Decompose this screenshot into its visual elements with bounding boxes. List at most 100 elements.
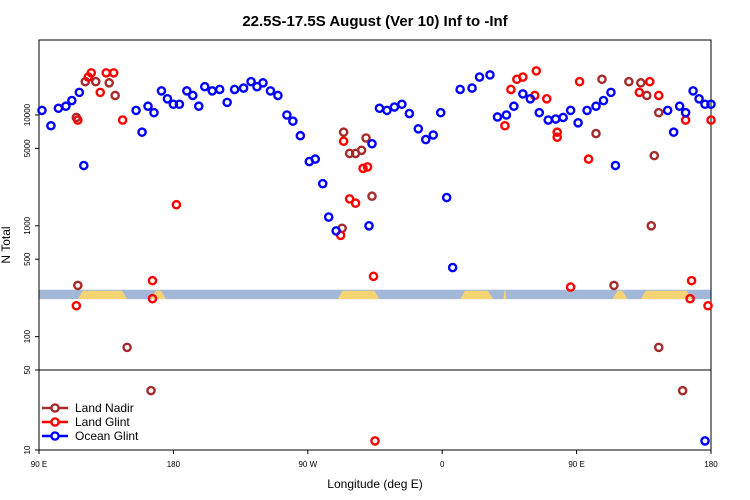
data-point [525, 94, 536, 104]
data-point [706, 115, 716, 125]
land-patch [503, 290, 507, 300]
x-axis-label: Longitude (deg E) [327, 477, 422, 491]
data-point [310, 154, 321, 164]
data-point [323, 212, 334, 222]
data-point [344, 148, 355, 159]
data-point [700, 99, 710, 110]
legend-label: Land Nadir [75, 401, 134, 415]
data-point [331, 226, 341, 236]
data-point [550, 114, 561, 124]
data-point [467, 83, 477, 93]
data-point [374, 103, 385, 114]
legend-marker [50, 403, 60, 413]
data-point [552, 132, 562, 143]
land-patch [640, 290, 692, 300]
y-tick-label: 1000 [23, 216, 32, 234]
background-band [39, 289, 711, 300]
data-point [552, 127, 562, 137]
x-tick-label: 0 [440, 460, 445, 469]
data-point [74, 87, 85, 98]
data-point [317, 178, 328, 189]
data-point [686, 275, 697, 286]
data-point [389, 102, 400, 112]
data-point [73, 115, 83, 125]
data-point [583, 154, 594, 164]
data-point [624, 76, 634, 87]
data-point [367, 138, 377, 149]
data-point [397, 99, 407, 110]
data-point [265, 86, 276, 96]
data-point [149, 107, 159, 118]
chart-title: 22.5S-17.5S August (Ver 10) Inf to -Inf [242, 13, 508, 30]
data-point [37, 105, 47, 116]
data-point [641, 90, 652, 101]
data-point [404, 108, 415, 119]
data-point [441, 192, 452, 203]
legend-label: Land Glint [75, 415, 130, 429]
data-point [598, 95, 609, 106]
data-point [485, 70, 495, 80]
data-point [677, 385, 688, 396]
data-point [455, 84, 465, 95]
data-point [610, 160, 621, 171]
data-point [147, 275, 158, 286]
legend-marker [50, 417, 60, 427]
data-point [518, 72, 528, 82]
data-point [474, 72, 485, 82]
y-tick-label: 100 [23, 329, 32, 343]
data-point [104, 78, 114, 88]
data-point [688, 86, 698, 96]
data-point [168, 99, 179, 110]
data-point [646, 221, 657, 231]
data-point [543, 115, 554, 125]
data-point [506, 84, 516, 95]
data-point [668, 127, 679, 137]
data-point [273, 90, 283, 101]
data-point [146, 385, 156, 396]
data-point [565, 282, 576, 292]
data-point [367, 191, 377, 202]
y-tick-label: 10 [23, 445, 32, 454]
data-point [413, 124, 424, 134]
data-point [90, 76, 101, 87]
data-point [597, 74, 607, 85]
data-point [238, 83, 249, 93]
data-point [193, 101, 204, 112]
data-point [382, 105, 392, 116]
data-point [171, 199, 182, 210]
data-point [606, 87, 616, 98]
y-tick-label: 5000 [23, 139, 32, 157]
series-ocean-glint [37, 70, 716, 446]
data-point [67, 95, 77, 106]
data-point [636, 78, 646, 88]
data-point [258, 78, 268, 88]
data-point [350, 198, 361, 208]
data-point [364, 221, 374, 231]
plot-border [38, 39, 712, 451]
data-point [295, 130, 306, 141]
y-axis: 10 50 100 500 1000 5000 10000 [23, 103, 39, 454]
y-tick-label: 500 [23, 252, 32, 266]
data-point [344, 194, 355, 204]
data-point [214, 84, 225, 95]
data-point [370, 436, 380, 446]
data-point [680, 115, 691, 125]
land-patch [337, 290, 380, 300]
data-point [694, 94, 704, 104]
data-point [122, 342, 132, 353]
data-point [174, 99, 185, 110]
data-point [680, 107, 691, 118]
data-point [110, 90, 120, 101]
data-point [362, 162, 373, 172]
data-point [518, 89, 528, 99]
data-point [79, 160, 89, 171]
data-point [73, 280, 83, 291]
data-point [509, 101, 519, 112]
x-axis: 90 E 180 90 W 0 90 E 180 [31, 450, 718, 469]
data-point [531, 66, 542, 76]
data-point [674, 101, 685, 112]
data-point [108, 68, 119, 78]
data-point [649, 150, 660, 161]
data-point [246, 76, 256, 87]
